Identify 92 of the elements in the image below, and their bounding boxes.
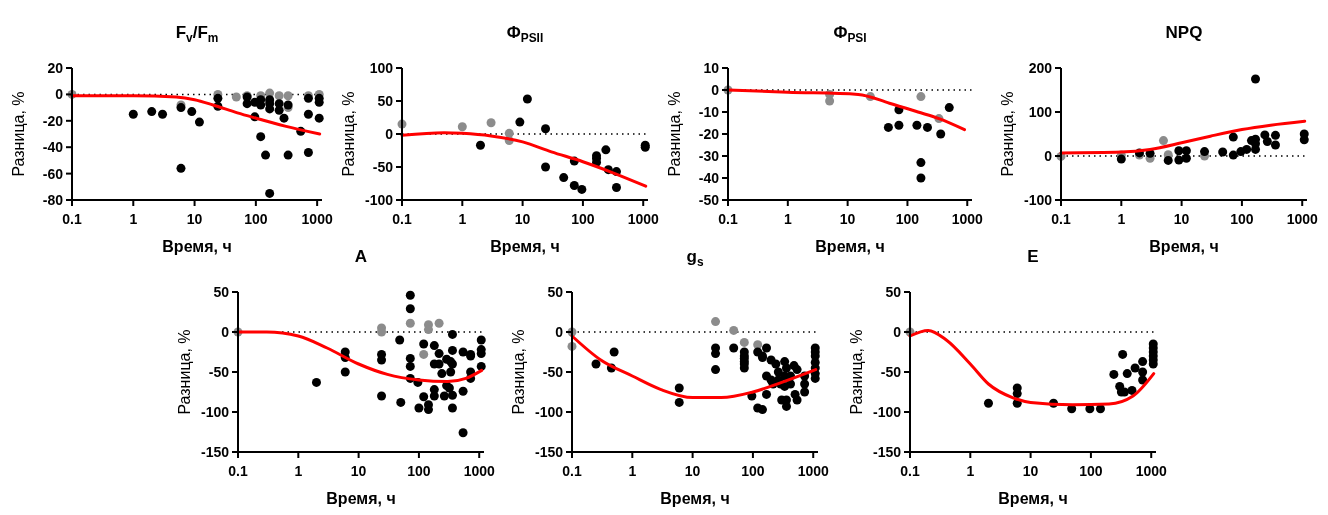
x-tick-label: 10 (514, 211, 531, 227)
y-tick-label: -50 (372, 158, 394, 175)
y-tick-label: 0 (221, 323, 230, 340)
x-tick-label: 1 (628, 463, 637, 479)
y-tick-label: 100 (1028, 103, 1053, 120)
x-tick-label: 1000 (463, 463, 496, 479)
x-tick-label: 100 (244, 211, 268, 227)
chart-title: NPQ (1165, 23, 1203, 42)
y-tick-label: 50 (547, 283, 564, 300)
y-tick-label: -100 (1023, 191, 1053, 208)
x-axis-title: Время, ч (326, 490, 396, 507)
y-tick-label: 0 (55, 86, 64, 103)
y-tick-label: -100 (364, 191, 394, 208)
y-tick-label: -40 (42, 139, 64, 156)
y-tick-label: 20 (47, 59, 64, 76)
y-tick-label: -100 (200, 403, 230, 420)
x-tick-label: 1 (1117, 211, 1126, 227)
x-tick-label: 1000 (627, 211, 660, 227)
y-tick-label: -50 (698, 191, 720, 208)
y-tick-label: 50 (213, 283, 230, 300)
x-tick-label: 0.1 (900, 463, 920, 479)
y-tick-label: 100 (369, 59, 394, 76)
y-tick-label: -20 (698, 125, 720, 142)
y-tick-label: -80 (42, 191, 64, 208)
x-tick-label: 1 (966, 463, 975, 479)
y-tick-label: 200 (1028, 59, 1053, 76)
chart-title: F$_{v}$/F$_{m}$ (175, 23, 219, 45)
y-tick-label: 0 (893, 323, 902, 340)
x-tick-label: 10 (1173, 211, 1190, 227)
y-tick-label: -50 (542, 363, 564, 380)
y-axis-title: Разница, % (999, 91, 1016, 177)
y-tick-label: -40 (698, 169, 720, 186)
x-tick-label: 0.1 (62, 211, 82, 227)
x-tick-label: 1 (129, 211, 138, 227)
x-tick-label: 1000 (1135, 463, 1168, 479)
chart-title: A (354, 247, 368, 266)
chart-title: Φ$_{PSI}$ (833, 23, 867, 45)
x-axis-title: Время, ч (660, 490, 730, 507)
x-tick-label: 0.1 (392, 211, 412, 227)
x-tick-label: 0.1 (562, 463, 582, 479)
x-tick-label: 100 (571, 211, 595, 227)
x-tick-label: 100 (407, 463, 431, 479)
y-tick-label: -10 (698, 103, 720, 120)
y-tick-label: -100 (534, 403, 564, 420)
y-tick-label: 50 (885, 283, 902, 300)
y-tick-label: -20 (42, 112, 64, 129)
x-tick-label: 1000 (301, 211, 333, 227)
y-tick-label: 0 (711, 81, 720, 98)
x-tick-label: 1 (783, 211, 792, 227)
y-tick-label: -60 (42, 165, 64, 182)
y-tick-label: -50 (208, 363, 230, 380)
y-tick-label: 10 (703, 59, 720, 76)
y-tick-label: -150 (872, 443, 902, 460)
x-tick-label: 1 (294, 463, 303, 479)
x-axis-title: Время, ч (162, 238, 232, 255)
x-tick-label: 1000 (951, 211, 984, 227)
x-tick-label: 1 (458, 211, 467, 227)
x-tick-label: 0.1 (718, 211, 738, 227)
x-tick-label: 100 (895, 211, 920, 227)
x-tick-label: 0.1 (1051, 211, 1071, 227)
x-tick-label: 10 (839, 211, 856, 227)
x-tick-label: 100 (1230, 211, 1254, 227)
y-tick-label: -150 (534, 443, 564, 460)
chart-title: Φ$_{PSII}$ (506, 23, 544, 45)
y-axis-title: Разница, % (340, 91, 357, 177)
x-tick-label: 1000 (797, 463, 830, 479)
chart-title: g$_{s}$ (686, 247, 704, 269)
y-axis-title: Разница, % (848, 329, 865, 415)
x-axis-title: Время, ч (815, 238, 885, 255)
y-tick-label: -30 (698, 147, 720, 164)
y-axis-title: Разница, % (176, 329, 193, 415)
x-tick-label: 0.1 (228, 463, 248, 479)
x-tick-label: 100 (741, 463, 765, 479)
x-tick-label: 10 (350, 463, 367, 479)
x-axis-title: Время, ч (1149, 238, 1219, 255)
y-axis-title: Разница, % (510, 329, 527, 415)
x-tick-label: 1000 (1286, 211, 1319, 227)
y-axis-title: Разница, % (10, 91, 27, 177)
y-tick-label: 0 (1044, 147, 1053, 164)
y-tick-label: -150 (200, 443, 230, 460)
x-tick-label: 100 (1079, 463, 1103, 479)
y-tick-label: -50 (880, 363, 902, 380)
x-tick-label: 10 (186, 211, 203, 227)
y-axis-title: Разница, % (666, 91, 683, 177)
y-tick-label: -100 (872, 403, 902, 420)
chart-title: E (1027, 247, 1039, 266)
x-axis-title: Время, ч (490, 238, 560, 255)
y-tick-label: 0 (385, 125, 394, 142)
y-tick-label: 50 (377, 92, 394, 109)
x-tick-label: 10 (684, 463, 701, 479)
x-axis-title: Время, ч (998, 490, 1068, 507)
y-tick-label: 0 (555, 323, 564, 340)
